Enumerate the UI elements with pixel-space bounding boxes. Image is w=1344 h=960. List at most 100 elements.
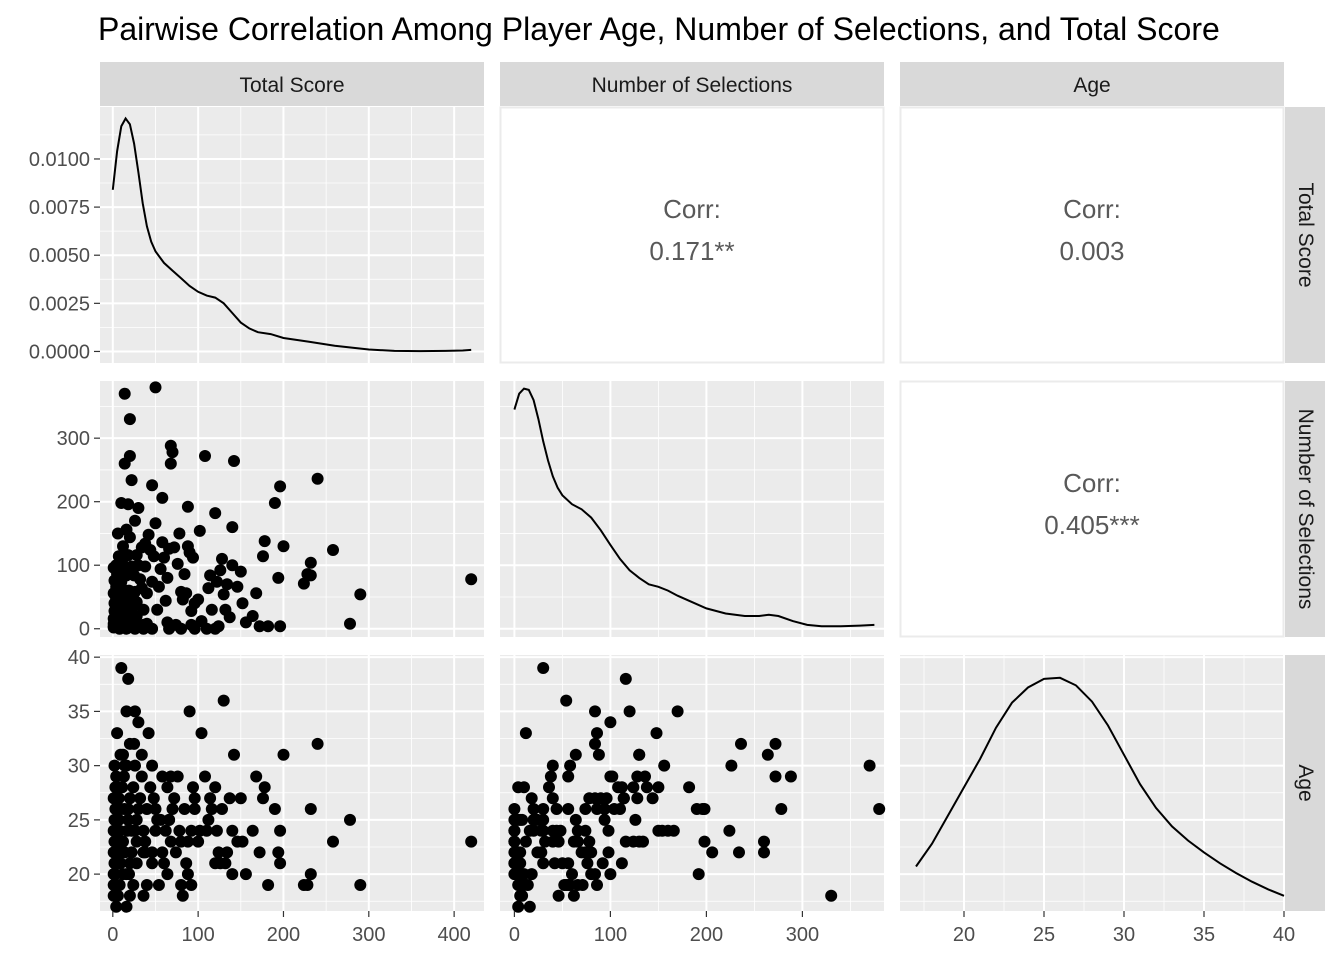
y-tick-label: 100 xyxy=(57,555,90,577)
scatter-point xyxy=(200,622,213,635)
corr-value: 0.405*** xyxy=(1044,510,1139,540)
scatter-point xyxy=(301,568,314,581)
scatter-point xyxy=(239,868,252,881)
x-tick-label: 0 xyxy=(509,924,520,946)
scatter-point xyxy=(130,835,143,848)
panel-r2-c1 xyxy=(500,655,886,913)
scatter-point xyxy=(209,622,222,635)
scatter-point xyxy=(262,879,275,891)
scatter-point xyxy=(175,585,188,598)
scatter-point xyxy=(612,781,625,794)
scatter-point xyxy=(236,597,249,610)
scatter-point xyxy=(130,549,143,562)
strip-right-1 xyxy=(1285,381,1325,637)
scatter-point xyxy=(164,439,177,452)
scatter-point xyxy=(596,857,609,870)
scatter-point xyxy=(118,457,131,470)
scatter-point xyxy=(129,759,141,772)
panel-r0-c0 xyxy=(100,107,484,363)
scatter-point xyxy=(132,716,145,729)
scatter-point xyxy=(107,587,120,600)
x-tick-label: 100 xyxy=(181,924,214,946)
y-tick-label: 25 xyxy=(68,810,90,832)
scatter-point xyxy=(769,770,782,783)
scatter-point xyxy=(516,889,529,902)
scatter-point xyxy=(107,879,120,891)
panel-background xyxy=(899,106,1285,364)
scatter-point xyxy=(304,803,317,815)
scatter-point xyxy=(640,781,653,794)
corr-value: 0.003 xyxy=(1059,236,1124,266)
scatter-point xyxy=(525,868,538,881)
scatter-point xyxy=(204,569,217,582)
strip-right-label: Total Score xyxy=(1294,182,1317,287)
scatter-point xyxy=(110,770,123,783)
scatter-point xyxy=(671,705,684,718)
y-tick-label: 0.0050 xyxy=(29,245,90,267)
scatter-point xyxy=(354,588,367,601)
scatter-point xyxy=(127,879,140,891)
scatter-point xyxy=(149,803,162,815)
scatter-point xyxy=(619,672,632,685)
scatter-point xyxy=(592,748,605,761)
scatter-point xyxy=(311,472,324,485)
strip-top-label: Total Score xyxy=(239,74,344,97)
scatter-point xyxy=(123,413,136,426)
scatter-point xyxy=(164,770,177,783)
scatter-point xyxy=(146,622,159,635)
scatter-point xyxy=(125,474,138,487)
scatter-point xyxy=(175,835,188,848)
scatter-point xyxy=(873,803,886,815)
panel-background xyxy=(900,655,1284,911)
scatter-point xyxy=(187,781,199,794)
scatter-point xyxy=(589,737,601,750)
scatter-point xyxy=(562,803,575,815)
panel-r1-c2: Corr: 0.405*** xyxy=(899,380,1285,638)
scatter-point xyxy=(202,813,215,826)
scatter-point xyxy=(140,803,153,815)
y-tick-label: 0 xyxy=(79,619,90,641)
scatter-point xyxy=(589,705,601,718)
scatter-point xyxy=(156,536,169,549)
scatter-point xyxy=(108,813,121,826)
scatter-point xyxy=(508,835,521,848)
scatter-point xyxy=(149,824,162,837)
scatter-point xyxy=(140,879,153,891)
scatter-point xyxy=(258,535,271,548)
scatter-point xyxy=(615,857,628,870)
scatter-point xyxy=(132,502,145,514)
panel-background xyxy=(100,655,484,911)
scatter-point xyxy=(566,868,578,881)
scatter-point xyxy=(304,556,317,569)
scatter-point xyxy=(246,824,259,837)
scatter-point xyxy=(863,759,876,772)
scatter-point xyxy=(297,577,310,590)
scatter-point xyxy=(161,868,174,881)
scatter-point xyxy=(239,616,252,629)
scatter-point xyxy=(274,857,287,870)
x-tick-label: 300 xyxy=(786,924,819,946)
scatter-point xyxy=(775,803,788,815)
scatter-point xyxy=(195,727,208,740)
scatter-point xyxy=(107,889,120,902)
y-tick-label: 0.0100 xyxy=(29,149,90,171)
scatter-point xyxy=(253,846,266,859)
scatter-point xyxy=(217,694,230,707)
scatter-point xyxy=(234,565,247,578)
scatter-point xyxy=(604,868,617,881)
scatter-point xyxy=(164,457,177,470)
scatter-point xyxy=(108,574,121,587)
panel-r1-c1 xyxy=(500,381,884,637)
scatter-point xyxy=(585,868,598,881)
scatter-point xyxy=(209,781,222,794)
scatter-point xyxy=(193,524,206,537)
scatter-point xyxy=(569,748,582,761)
scatter-point xyxy=(537,803,550,815)
scatter-point xyxy=(556,857,569,870)
scatter-point xyxy=(185,605,198,617)
scatter-point xyxy=(531,813,544,826)
scatter-point xyxy=(598,803,611,815)
scatter-point xyxy=(571,824,584,837)
x-tick-label: 40 xyxy=(1273,924,1295,946)
